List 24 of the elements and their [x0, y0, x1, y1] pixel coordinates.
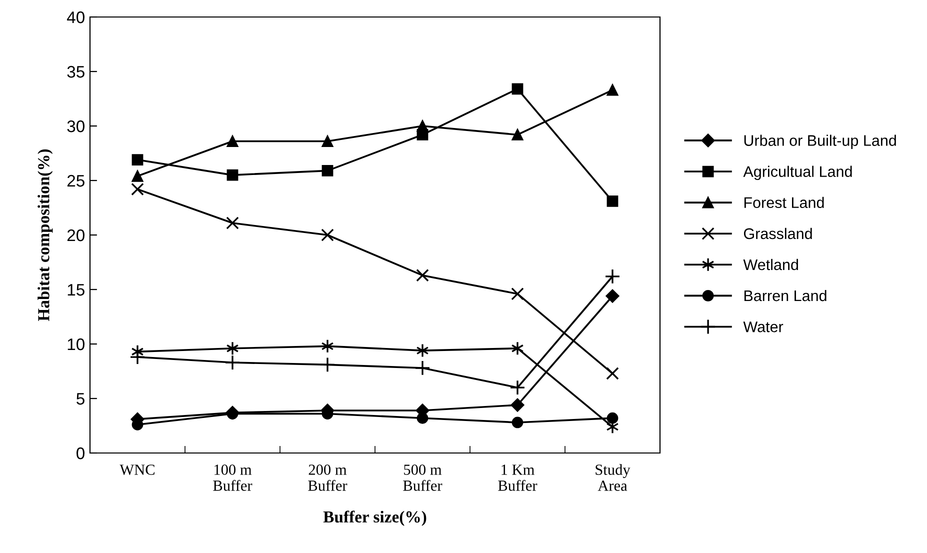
x-tick-label: 1 Km Buffer	[498, 464, 538, 491]
x-tick-label: WNC	[120, 464, 154, 475]
x-tick-label: 500 m Buffer	[403, 464, 442, 491]
y-tick-label: 0	[76, 447, 84, 460]
y-tick-label: 30	[67, 120, 84, 132]
legend-label: Wetland	[743, 258, 798, 270]
legend-label: Forest Land	[744, 196, 824, 208]
y-tick-label: 15	[68, 284, 84, 296]
legend-label: Urban or Built-up Land	[744, 134, 896, 149]
legend-label: Grassland	[744, 228, 812, 240]
x-tick-label: 200 m Buffer	[308, 464, 348, 491]
y-tick-label: 10	[68, 338, 84, 350]
y-tick-label: 35	[67, 66, 84, 78]
y-axis-title: Habitat composition(%)	[38, 149, 53, 322]
x-tick-label: 100 m Buffer	[213, 464, 252, 491]
y-tick-label: 25	[67, 174, 84, 187]
legend-label: Water	[743, 322, 784, 332]
x-axis-title: Buffer size(%)	[323, 510, 426, 526]
y-tick-label: 40	[66, 11, 84, 24]
x-tick-label: Study Area	[596, 464, 630, 491]
y-tick-label: 20	[67, 229, 84, 242]
legend-label: Agricultual Land	[743, 166, 852, 180]
y-tick-label: 5	[76, 393, 84, 405]
legend-label: Barren Land	[744, 290, 826, 302]
